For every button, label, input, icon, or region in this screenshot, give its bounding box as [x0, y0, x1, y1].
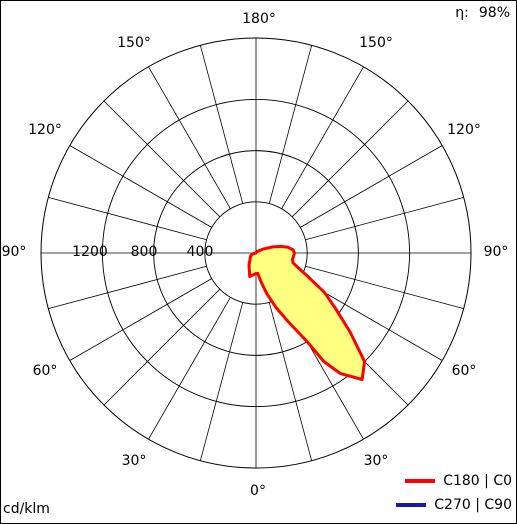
sector-line [305, 265, 464, 310]
sector-line [103, 100, 221, 218]
sector-line [305, 196, 464, 241]
legend-swatch-red [405, 479, 436, 483]
grid-rings [40, 37, 472, 469]
legend-item-c180-c0: C180 | C0 [396, 469, 512, 493]
grid-ring [153, 150, 359, 356]
sector-line [48, 196, 207, 241]
angle-label: 60° [452, 363, 477, 379]
angle-label: 90° [2, 244, 27, 260]
sector-line [281, 66, 364, 209]
sector-line [199, 45, 244, 204]
sector-line [148, 297, 231, 440]
intensity-curves [247, 244, 367, 381]
angle-label: 180° [242, 11, 276, 27]
legend: C180 | C0 C270 | C90 [396, 469, 512, 517]
sector-line [268, 45, 313, 204]
sector-line [199, 302, 244, 461]
sector-line [69, 145, 212, 228]
angle-label: 30° [122, 453, 147, 469]
angle-label: 90° [484, 244, 509, 260]
angle-label: 120° [28, 122, 62, 138]
sector-line [291, 100, 409, 218]
angle-label: 60° [33, 363, 58, 379]
angle-label: 120° [447, 122, 481, 138]
sector-line [268, 302, 313, 461]
legend-label: C270 | C90 [434, 497, 512, 513]
efficiency-readout: η: 98% [445, 5, 510, 21]
sector-line [103, 288, 221, 406]
curve-c180-c0 [247, 244, 367, 381]
angle-label: 150° [359, 35, 393, 51]
sector-line [300, 145, 443, 228]
sector-line [69, 278, 212, 361]
sector-line [148, 66, 231, 209]
legend-swatch-blue [396, 503, 427, 507]
angle-label: 30° [364, 453, 389, 469]
legend-label: C180 | C0 [443, 473, 512, 489]
unit-label: cd/klm [3, 501, 50, 517]
radial-labels: 1200 800 400 [72, 244, 213, 260]
radial-label: 400 [187, 244, 214, 260]
radial-label: 800 [131, 244, 158, 260]
grid-ring [204, 201, 308, 305]
outer-ring [40, 37, 472, 469]
efficiency-value: 98% [478, 5, 510, 21]
angle-label: 0° [250, 483, 266, 499]
efficiency-label: η: [455, 5, 469, 21]
angle-label: 150° [117, 35, 151, 51]
grid-ring [101, 98, 411, 408]
angle-labels: 180° 150° 150° 120° 120° 90° 90° 60° 60° 30° 30° 0° [2, 11, 509, 499]
radial-label: 1200 [72, 244, 108, 260]
sector-line [48, 265, 207, 310]
legend-item-c270-c90: C270 | C90 [396, 493, 512, 517]
